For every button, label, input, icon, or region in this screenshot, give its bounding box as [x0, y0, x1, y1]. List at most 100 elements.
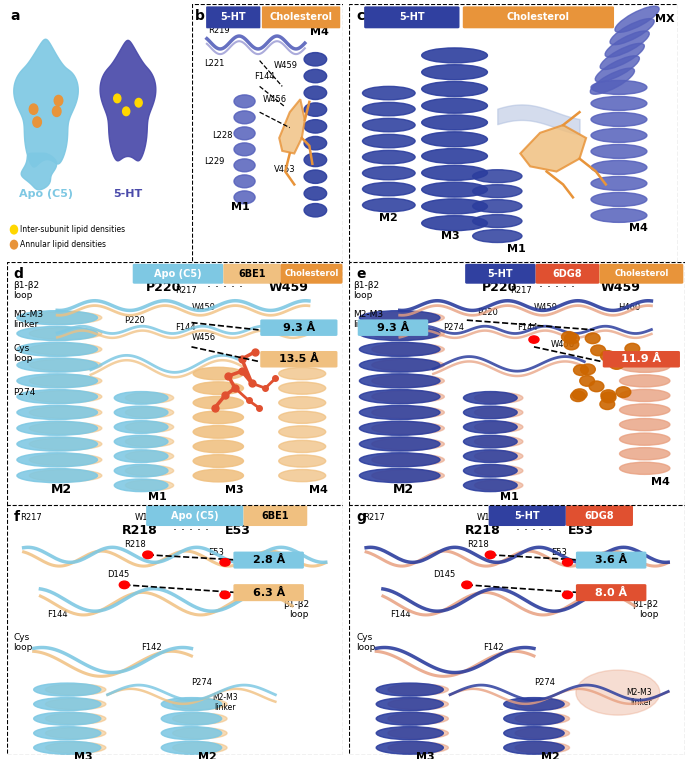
- FancyBboxPatch shape: [234, 584, 304, 601]
- Bar: [7, 505, 342, 755]
- Ellipse shape: [422, 98, 488, 113]
- Ellipse shape: [610, 19, 654, 45]
- Text: M4: M4: [651, 477, 671, 487]
- Text: e: e: [356, 266, 366, 281]
- Text: Cholesterol: Cholesterol: [270, 12, 332, 22]
- Bar: [349, 262, 685, 505]
- Ellipse shape: [376, 683, 443, 696]
- Text: W187: W187: [134, 513, 159, 521]
- Ellipse shape: [473, 184, 522, 197]
- Ellipse shape: [576, 670, 660, 715]
- Ellipse shape: [388, 713, 449, 724]
- Ellipse shape: [304, 120, 327, 133]
- Ellipse shape: [29, 328, 102, 339]
- Circle shape: [564, 339, 579, 350]
- Text: f: f: [14, 510, 20, 524]
- Ellipse shape: [619, 375, 670, 387]
- Text: H460: H460: [618, 304, 640, 313]
- Text: 5-HT: 5-HT: [488, 269, 513, 279]
- Ellipse shape: [114, 450, 168, 462]
- Ellipse shape: [17, 437, 97, 451]
- Ellipse shape: [29, 470, 102, 481]
- Circle shape: [589, 381, 604, 392]
- Ellipse shape: [114, 465, 168, 477]
- Text: M3: M3: [225, 484, 244, 495]
- Text: 9.3 Å: 9.3 Å: [377, 323, 409, 332]
- Circle shape: [562, 332, 576, 342]
- Ellipse shape: [304, 203, 327, 217]
- Ellipse shape: [615, 6, 659, 33]
- FancyBboxPatch shape: [364, 6, 460, 28]
- Text: Cys
loop: Cys loop: [356, 632, 375, 652]
- Text: R217: R217: [510, 286, 532, 295]
- Ellipse shape: [45, 698, 106, 710]
- Ellipse shape: [360, 358, 440, 372]
- Ellipse shape: [360, 326, 440, 341]
- Ellipse shape: [173, 728, 227, 739]
- Text: Cholesterol: Cholesterol: [614, 269, 669, 279]
- Ellipse shape: [360, 342, 440, 356]
- Ellipse shape: [45, 713, 106, 724]
- Ellipse shape: [591, 80, 647, 94]
- Ellipse shape: [279, 426, 326, 438]
- Ellipse shape: [372, 470, 445, 481]
- Text: W459: W459: [273, 61, 297, 71]
- Circle shape: [485, 551, 495, 559]
- Ellipse shape: [591, 96, 647, 110]
- Ellipse shape: [388, 684, 449, 695]
- Text: c: c: [356, 9, 364, 23]
- Text: P220: P220: [482, 281, 517, 294]
- FancyBboxPatch shape: [260, 320, 338, 336]
- FancyBboxPatch shape: [146, 505, 243, 526]
- Text: 6.3 Å: 6.3 Å: [253, 587, 285, 597]
- Ellipse shape: [372, 328, 445, 339]
- Circle shape: [601, 392, 616, 403]
- Text: F144: F144: [175, 323, 195, 332]
- Text: W456: W456: [262, 95, 287, 104]
- Ellipse shape: [422, 48, 488, 63]
- Ellipse shape: [372, 343, 445, 355]
- Ellipse shape: [304, 86, 327, 99]
- Ellipse shape: [29, 375, 102, 387]
- Ellipse shape: [193, 396, 243, 409]
- FancyBboxPatch shape: [488, 505, 566, 526]
- Text: Annular lipid densities: Annular lipid densities: [21, 240, 106, 249]
- Ellipse shape: [475, 451, 523, 461]
- Ellipse shape: [360, 374, 440, 388]
- Ellipse shape: [422, 149, 488, 163]
- Text: W459: W459: [534, 304, 558, 313]
- Text: Apo (C5): Apo (C5): [171, 511, 219, 521]
- Circle shape: [53, 106, 61, 116]
- Text: F144: F144: [390, 610, 410, 619]
- Circle shape: [573, 365, 588, 376]
- Ellipse shape: [503, 726, 564, 740]
- Ellipse shape: [304, 52, 327, 66]
- Ellipse shape: [591, 128, 647, 143]
- Ellipse shape: [464, 420, 517, 433]
- Ellipse shape: [173, 713, 227, 724]
- FancyBboxPatch shape: [576, 584, 647, 601]
- Text: M3: M3: [74, 752, 92, 759]
- Ellipse shape: [125, 422, 174, 433]
- Circle shape: [564, 333, 580, 344]
- FancyBboxPatch shape: [223, 264, 280, 284]
- Circle shape: [220, 559, 230, 566]
- Ellipse shape: [17, 405, 97, 420]
- Ellipse shape: [475, 480, 523, 490]
- Ellipse shape: [464, 435, 517, 448]
- Ellipse shape: [34, 742, 101, 754]
- Circle shape: [135, 99, 142, 107]
- Ellipse shape: [619, 462, 670, 474]
- Text: D145: D145: [434, 570, 456, 579]
- Circle shape: [600, 399, 614, 410]
- Ellipse shape: [376, 712, 443, 725]
- Text: β1-β2
loop: β1-β2 loop: [353, 281, 379, 301]
- Text: · · · · ·: · · · · ·: [540, 281, 575, 294]
- Ellipse shape: [360, 437, 440, 451]
- Text: Inter-subunit lipid densities: Inter-subunit lipid densities: [21, 225, 125, 234]
- FancyBboxPatch shape: [262, 6, 340, 28]
- Text: 5-HT: 5-HT: [221, 12, 246, 22]
- Ellipse shape: [376, 698, 443, 710]
- Text: P274: P274: [14, 389, 36, 398]
- Ellipse shape: [114, 406, 168, 419]
